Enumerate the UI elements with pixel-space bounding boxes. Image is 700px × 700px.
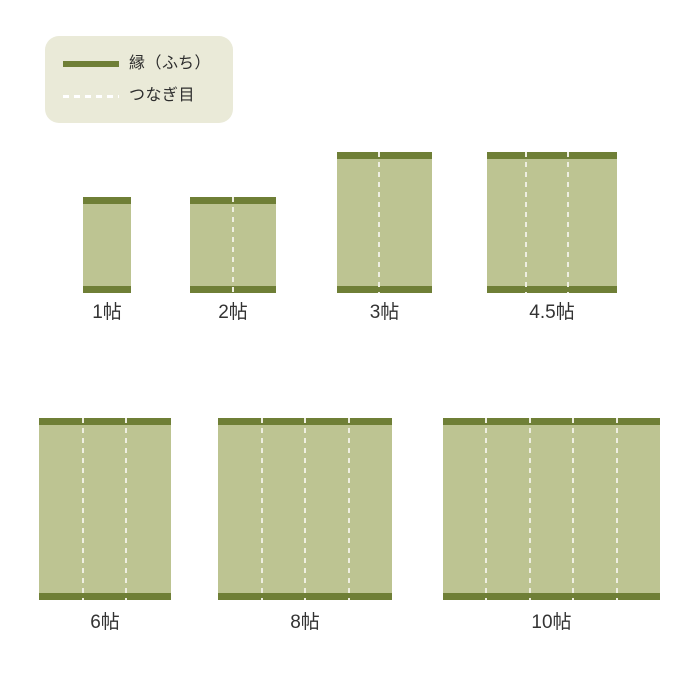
mat-seam-line [125,418,128,600]
mat-seam-line [572,418,575,600]
mat-edge-top [83,197,131,204]
mat-6帖 [39,418,171,600]
mat-seam-line [485,418,488,600]
mat-seam-line [81,418,84,600]
mat-label-6帖: 6帖 [90,612,120,633]
mat-seam-line [525,152,527,293]
mat-seam-line [347,418,350,600]
mat-edge-top [487,152,617,159]
mat-edge-top [337,152,432,159]
mat-edge-top [443,418,660,425]
mat-seam-line [566,152,569,293]
legend-item-seam: つなぎ目 [63,80,233,112]
mat-edge-bottom [487,286,617,293]
mat-label-2帖: 2帖 [218,302,248,323]
mat-seam-line [304,418,306,600]
mat-edge-bottom [337,286,432,293]
mat-edge-bottom [39,593,171,600]
legend-item-seam-label: つなぎ目 [129,87,196,104]
mat-10帖 [443,418,660,600]
mat-edge-bottom [83,286,131,293]
mat-2帖 [190,197,276,293]
mat-seam-line [377,152,380,293]
mat-4.5帖 [487,152,617,293]
legend-item-edge-label: 縁（ふち） [129,55,212,72]
mat-seam-line [528,418,531,600]
solid-line-icon [63,57,119,71]
legend-panel: 縁（ふち） つなぎ目 [45,36,233,123]
mat-seam-line [260,418,263,600]
mat-1帖 [83,197,131,293]
mat-edge-bottom [443,593,660,600]
mat-edge-top [39,418,171,425]
mat-label-3帖: 3帖 [369,302,400,323]
mat-label-4.5帖: 4.5帖 [529,302,575,323]
mat-seam-line [232,197,234,293]
mat-label-10帖: 10帖 [531,612,572,633]
dashed-line-icon [63,89,119,103]
mat-3帖 [337,152,432,293]
mat-label-8帖: 8帖 [290,612,320,633]
mat-seam-line [615,418,618,600]
mat-label-1帖: 1帖 [92,302,122,323]
mat-8帖 [218,418,392,600]
legend-item-edge: 縁（ふち） [63,48,233,80]
